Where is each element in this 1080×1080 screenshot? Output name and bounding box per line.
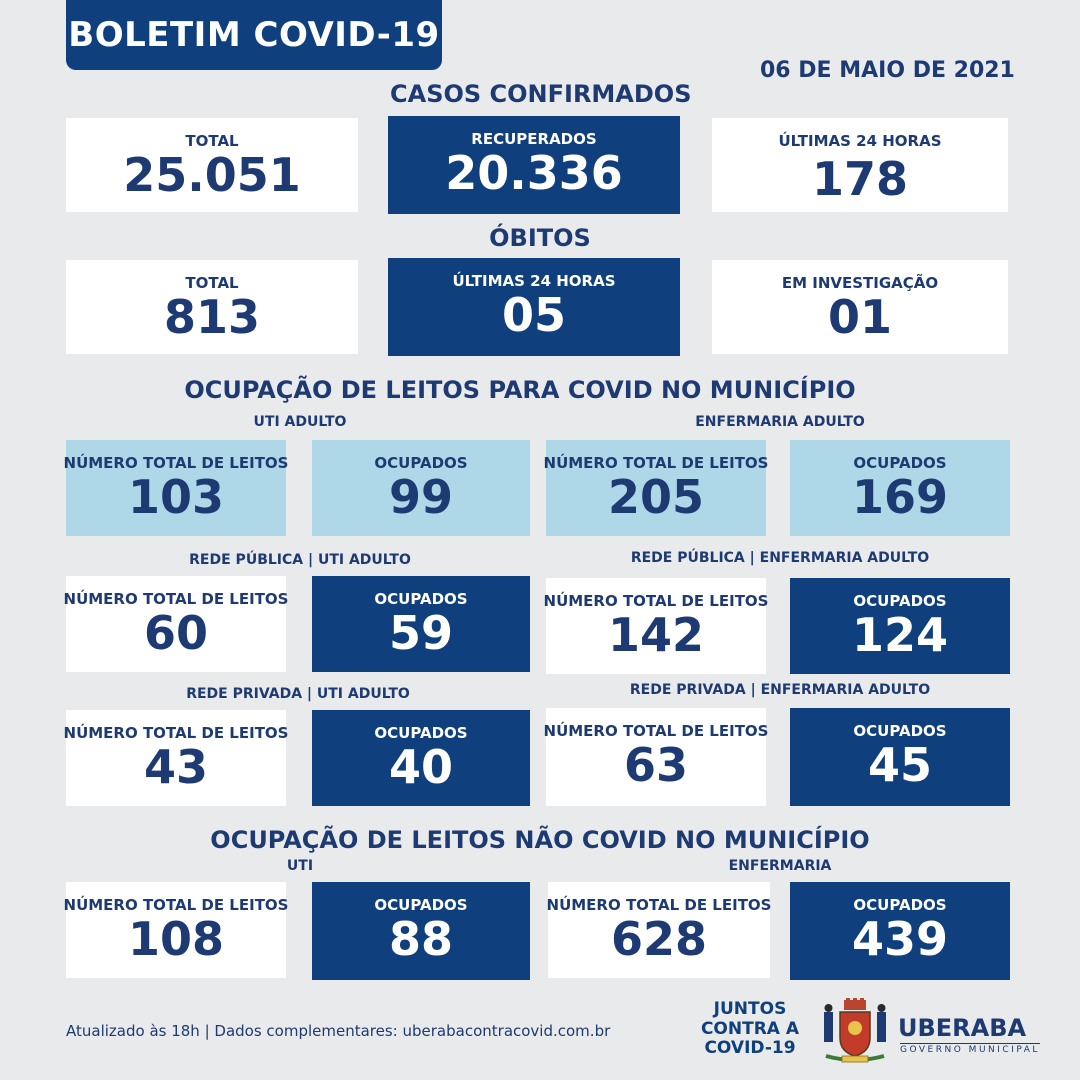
card-label: ÚLTIMAS 24 HORAS [452,272,616,290]
card-value: 103 [127,470,225,524]
obitos-title: ÓBITOS [489,224,591,252]
card-value: 60 [143,606,208,660]
juntos-line-2: CONTRA A [700,1018,800,1039]
card-label: NÚMERO TOTAL DE LEITOS [63,454,289,472]
casos-recuperados-card: RECUPERADOS 20.336 [388,116,680,214]
card-label: TOTAL [185,132,239,150]
card-label: NÚMERO TOTAL DE LEITOS [63,590,289,608]
casos-total-card: TOTAL 25.051 [66,118,358,212]
covid-enf-label: ENFERMARIA ADULTO [695,414,865,430]
card-label: OCUPADOS [374,590,468,608]
card-label: OCUPADOS [374,896,468,914]
card-label: RECUPERADOS [471,130,597,148]
bulletin-date: 06 DE MAIO DE 2021 [760,58,1015,83]
non-covid-enf-total-card: NÚMERO TOTAL DE LEITOS 628 [546,882,772,978]
card-value: 108 [127,912,225,966]
pub-enf-total-card: NÚMERO TOTAL DE LEITOS 142 [543,578,769,674]
card-label: EM INVESTIGAÇÃO [781,274,939,292]
priv-uti-total-card: NÚMERO TOTAL DE LEITOS 43 [63,710,289,806]
card-label: OCUPADOS [853,722,947,740]
card-label: NÚMERO TOTAL DE LEITOS [63,724,289,742]
city-government: GOVERNO MUNICIPAL [900,1043,1040,1055]
card-value: 59 [388,606,453,660]
juntos-line-1: JUNTOS [713,999,787,1019]
card-label: OCUPADOS [374,724,468,742]
card-value: 88 [388,912,453,966]
pub-uti-ocup-card: OCUPADOS 59 [312,576,530,672]
card-value: 25.051 [123,148,301,202]
juntos-contra-covid-logo: JUNTOS CONTRA A COVID-19 [700,999,800,1059]
card-value: 813 [163,290,261,344]
non-covid-uti-ocup-card: OCUPADOS 88 [312,882,530,980]
non-covid-enf-ocup-card: OCUPADOS 439 [790,882,1010,980]
covid-uti-ocup-card: OCUPADOS 99 [312,440,530,536]
card-value: 63 [623,738,688,792]
pub-uti-label: REDE PÚBLICA | UTI ADULTO [189,552,411,568]
card-value: 178 [811,152,909,206]
pub-uti-total-card: NÚMERO TOTAL DE LEITOS 60 [63,576,289,672]
juntos-line-3: COVID-19 [704,1038,796,1059]
card-value: 45 [867,738,932,792]
card-label: NÚMERO TOTAL DE LEITOS [546,896,772,914]
card-value: 205 [607,470,705,524]
obitos-total-card: TOTAL 813 [66,260,358,354]
pub-enf-ocup-card: OCUPADOS 124 [790,578,1010,674]
priv-uti-label: REDE PRIVADA | UTI ADULTO [186,686,410,702]
card-label: OCUPADOS [853,454,947,472]
card-value: 99 [388,470,453,524]
non-covid-enf-label: ENFERMARIA [728,858,832,874]
card-value: 142 [607,608,705,662]
card-value: 439 [851,912,949,966]
card-value: 169 [851,470,949,524]
bulletin-title: BOLETIM COVID-19 [66,0,442,70]
covid-enf-total-card: NÚMERO TOTAL DE LEITOS 205 [543,440,769,536]
card-label: OCUPADOS [374,454,468,472]
card-value: 628 [610,912,708,966]
priv-uti-ocup-card: OCUPADOS 40 [312,710,530,806]
casos-24h-card: ÚLTIMAS 24 HORAS 178 [712,118,1008,212]
covid-enf-ocup-card: OCUPADOS 169 [790,440,1010,536]
card-label: TOTAL [185,274,239,292]
card-value: 124 [851,608,949,662]
covid-uti-label: UTI ADULTO [253,414,347,430]
priv-enf-label: REDE PRIVADA | ENFERMARIA ADULTO [629,682,931,698]
footer-note: Atualizado às 18h | Dados complementares… [66,1022,611,1040]
priv-enf-ocup-card: OCUPADOS 45 [790,708,1010,806]
non-covid-beds-title: OCUPAÇÃO DE LEITOS NÃO COVID NO MUNICÍPI… [210,826,870,854]
non-covid-uti-total-card: NÚMERO TOTAL DE LEITOS 108 [63,882,289,978]
card-value: 40 [388,740,453,794]
card-label: NÚMERO TOTAL DE LEITOS [63,896,289,914]
pub-enf-label: REDE PÚBLICA | ENFERMARIA ADULTO [630,550,930,566]
city-name: UBERABA [898,1014,1027,1042]
card-label: OCUPADOS [853,896,947,914]
priv-enf-total-card: NÚMERO TOTAL DE LEITOS 63 [543,708,769,806]
card-value: 43 [143,740,208,794]
city-coat-of-arms-icon [824,998,886,1063]
card-label: OCUPADOS [853,592,947,610]
obitos-24h-card: ÚLTIMAS 24 HORAS 05 [388,258,680,356]
card-label: NÚMERO TOTAL DE LEITOS [543,722,769,740]
card-value: 01 [827,290,892,344]
card-label: NÚMERO TOTAL DE LEITOS [543,592,769,610]
obitos-investigacao-card: EM INVESTIGAÇÃO 01 [712,260,1008,354]
casos-title: CASOS CONFIRMADOS [390,80,692,108]
card-label: NÚMERO TOTAL DE LEITOS [543,454,769,472]
covid-beds-title: OCUPAÇÃO DE LEITOS PARA COVID NO MUNICÍP… [184,376,856,404]
card-label: ÚLTIMAS 24 HORAS [778,132,942,150]
covid-uti-total-card: NÚMERO TOTAL DE LEITOS 103 [63,440,289,536]
card-value: 05 [501,288,566,342]
non-covid-uti-label: UTI [286,858,314,874]
card-value: 20.336 [445,146,623,200]
